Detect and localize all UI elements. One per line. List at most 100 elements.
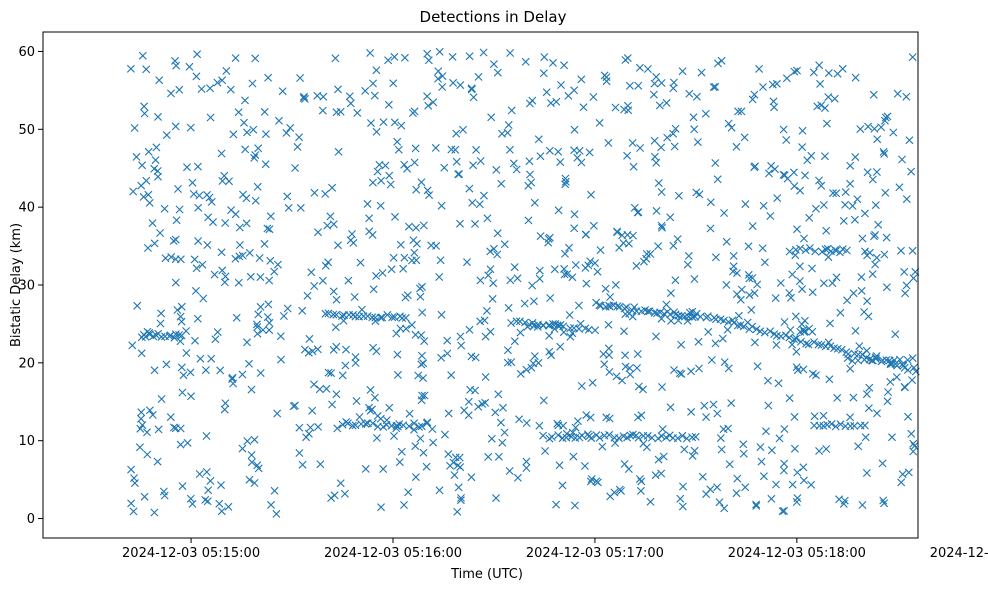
detection-point [679,482,687,491]
detection-point [419,448,428,457]
detection-point [152,143,161,152]
detection-point [263,224,272,233]
detection-point [488,294,497,303]
detection-point [643,431,652,440]
detection-point [670,142,679,151]
detection-point [332,108,341,117]
detection-point [369,79,377,88]
detection-point [221,219,230,227]
y-axis: 0 10 20 30 40 50 60 [18,45,43,527]
detection-point [822,226,831,235]
detection-point [772,340,781,349]
detection-point [173,306,182,314]
detection-point [507,358,516,367]
detection-point [869,90,878,99]
detection-point [127,465,136,474]
detection-point [226,85,235,94]
detection-point [624,465,633,473]
detection-point [494,452,503,461]
detection-point [674,191,683,200]
detection-point [651,471,660,480]
detection-point [654,434,663,443]
detection-point [459,125,467,134]
detection-point [153,457,162,466]
y-axis-label: Bistatic Delay (km) [9,223,24,347]
detection-point [298,306,307,315]
detection-point [174,185,182,193]
detection-point [539,69,548,78]
detection-point [522,464,531,472]
detection-point [463,258,471,267]
detection-point [456,496,465,505]
detection-point [655,101,664,110]
detection-point [669,129,678,138]
detection-point [176,440,185,449]
detection-point [429,438,438,447]
detection-point [207,197,216,206]
detection-point [662,98,671,107]
detection-point [332,295,341,304]
detection-point [760,258,769,267]
detection-point [724,364,733,373]
detection-point [183,438,192,447]
detection-point [407,320,416,329]
detection-point [265,318,274,327]
detection-point [493,68,502,77]
detection-point [400,501,408,509]
detection-point [329,287,338,296]
detection-point [509,159,518,168]
detection-point [349,310,357,319]
detection-point [467,473,476,482]
detection-point [283,304,292,313]
detection-point [329,220,338,229]
detection-point [843,354,852,363]
detection-point [247,451,256,459]
detection-point [841,200,850,209]
detection-point [156,319,165,328]
detection-point [438,83,447,91]
detection-point [586,257,595,266]
y-tick-label: 50 [18,123,35,138]
detection-point [605,430,614,439]
detection-point [611,103,620,112]
detection-point [839,216,848,225]
detection-point [489,244,498,253]
detection-point [688,433,697,442]
detection-point [132,152,141,161]
detection-point [561,180,570,189]
detection-point [253,323,262,331]
detection-point [351,359,360,367]
detection-point [861,433,870,442]
detection-point [204,486,213,495]
detection-point [137,349,146,358]
detection-point [234,278,243,287]
detection-point [808,369,817,378]
detection-point [595,433,604,442]
detection-point [411,144,420,153]
detection-point [663,133,672,142]
detection-point [456,219,464,228]
detection-point [422,462,431,471]
detection-point [256,369,265,377]
detection-point [709,83,718,92]
detection-point [220,405,229,414]
detection-point [379,465,388,473]
detection-point [250,153,259,162]
detection-point [685,89,694,98]
detection-point [225,177,233,186]
detection-point [785,247,794,256]
detection-point [755,64,764,73]
detection-point [384,100,393,109]
detection-point [569,452,578,461]
detection-point [484,452,493,461]
detection-point [647,433,656,442]
detection-point [549,58,557,67]
detection-point [186,494,195,503]
detection-point [574,301,583,310]
detection-point [211,335,220,344]
detection-point [626,431,635,440]
detection-point [539,396,548,405]
detection-point [191,286,200,295]
detection-point [727,399,736,408]
detection-point [882,233,891,242]
